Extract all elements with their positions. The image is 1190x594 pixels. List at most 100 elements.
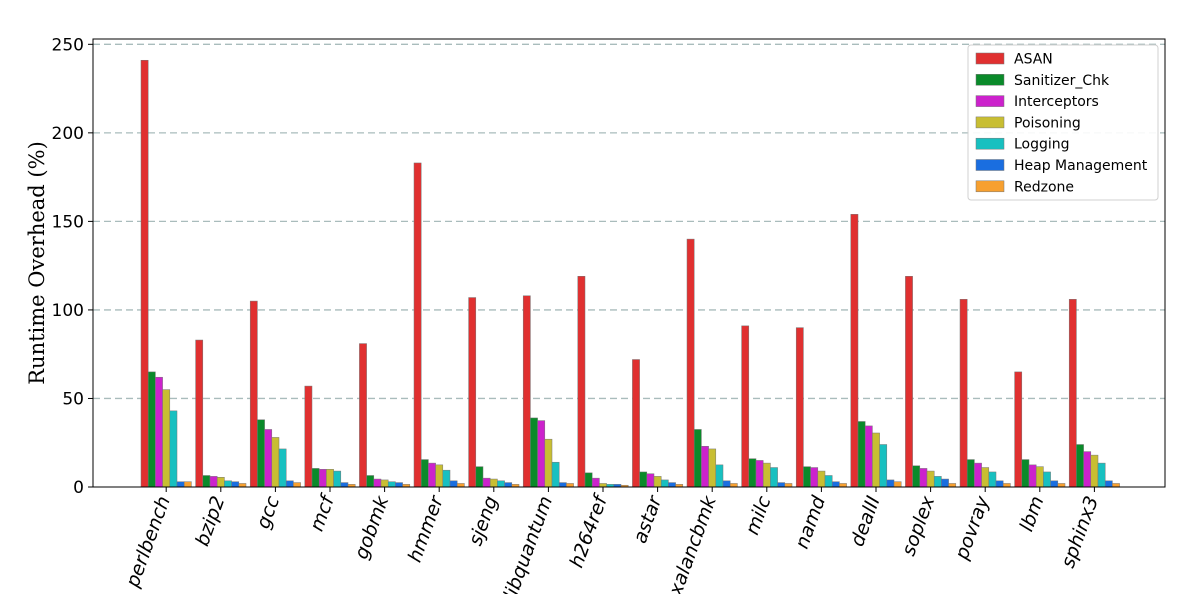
- bar-logging: [169, 410, 178, 488]
- bar-heap-management: [722, 480, 731, 488]
- x-tick-label: gcc: [252, 493, 284, 532]
- bar-sanitizer-chk: [693, 429, 702, 488]
- bar-poisoning: [708, 448, 717, 488]
- bar-sanitizer-chk: [202, 475, 211, 488]
- bar-poisoning: [653, 476, 662, 488]
- bar-poisoning: [326, 469, 334, 488]
- bar-interceptors: [428, 462, 436, 488]
- bar-logging: [660, 479, 669, 488]
- bar-sanitizer-chk: [803, 466, 811, 488]
- bar-poisoning: [489, 478, 498, 488]
- bar-logging: [824, 475, 833, 488]
- bar-interceptors: [209, 476, 218, 488]
- bar-redzone: [293, 482, 301, 488]
- bar-heap-management: [395, 482, 403, 488]
- bar-interceptors: [919, 468, 928, 488]
- bar-poisoning: [435, 464, 444, 488]
- x-tick-label: soplex: [897, 492, 939, 558]
- axes: 0 50 100 150 200 250 perlbench bzip2 gcc mcf gobmk…: [52, 35, 1104, 594]
- bar-sanitizer-chk: [366, 475, 375, 488]
- bar-asan: [632, 359, 640, 488]
- y-tick-label: 0: [73, 478, 84, 498]
- bar-redzone: [948, 483, 957, 488]
- x-tick-label: dealII: [846, 493, 885, 550]
- bar-sanitizer-chk: [748, 458, 757, 488]
- bar-poisoning: [216, 477, 225, 488]
- legend-box: [967, 44, 1159, 201]
- bar-heap-management: [449, 480, 458, 488]
- x-tick-label: astar: [629, 492, 667, 546]
- bar-poisoning: [380, 479, 389, 488]
- bar-redzone: [238, 483, 247, 488]
- bar-sanitizer-chk: [1076, 444, 1084, 488]
- bar-logging: [497, 480, 505, 488]
- bar-sanitizer-chk: [584, 472, 593, 488]
- x-tick-label: hmmer: [404, 492, 449, 565]
- x-tick-label: sjeng: [464, 493, 502, 548]
- bar-sanitizer-chk: [639, 471, 648, 488]
- x-tick-label: xalancbmk: [664, 492, 721, 594]
- legend-swatch: [975, 137, 1005, 150]
- bar-logging: [933, 476, 942, 488]
- bar-sanitizer-chk: [530, 417, 538, 488]
- bar-interceptors: [537, 420, 546, 488]
- bar-interceptors: [591, 477, 600, 488]
- plot-frame: [92, 38, 1166, 488]
- x-tick-label: gobmk: [350, 492, 393, 562]
- bar-logging: [224, 480, 232, 488]
- bar-interceptors: [264, 429, 273, 488]
- bar-asan: [741, 325, 750, 488]
- bar-sanitizer-chk: [311, 468, 320, 488]
- bar-logging: [879, 444, 888, 488]
- bar-redzone: [1057, 483, 1066, 488]
- bar-asan: [359, 343, 367, 488]
- bar-asan: [304, 385, 313, 488]
- bar-asan: [140, 59, 149, 488]
- bar-poisoning: [162, 389, 171, 488]
- bar-interceptors: [864, 425, 873, 488]
- bar-logging: [278, 448, 287, 488]
- bar-poisoning: [1090, 454, 1099, 488]
- legend-label: Heap Management: [1014, 158, 1148, 174]
- x-tick-label: povray: [950, 492, 994, 563]
- bar-heap-management: [941, 478, 949, 488]
- bar-poisoning: [1035, 466, 1044, 488]
- legend-label: Logging: [1014, 137, 1070, 153]
- bar-asan: [249, 300, 258, 488]
- legend-label: Interceptors: [1014, 94, 1099, 110]
- x-tick-label: sphinx3: [1057, 493, 1103, 571]
- bar-asan: [468, 297, 477, 488]
- bar-sanitizer-chk: [420, 459, 429, 488]
- bar-interceptors: [482, 477, 491, 488]
- bar-logging: [387, 481, 396, 488]
- bar-asan: [850, 214, 859, 488]
- legend-label: ASAN: [1014, 52, 1053, 68]
- bar-poisoning: [981, 467, 990, 488]
- bar-asan: [795, 327, 804, 488]
- legend: ASAN Sanitizer_Chk Interceptors Poisoning Lo…: [967, 44, 1159, 201]
- bar-asan: [1014, 371, 1023, 488]
- bar-asan: [959, 299, 968, 488]
- x-tick-label: mcf: [306, 490, 340, 534]
- legend-swatch: [975, 116, 1005, 129]
- bar-heap-management: [340, 482, 349, 488]
- y-tick-label: 250: [52, 35, 84, 55]
- legend-swatch: [975, 74, 1005, 86]
- bar-asan: [905, 276, 913, 488]
- bar-heap-management: [176, 481, 185, 488]
- bar-redzone: [566, 483, 574, 488]
- legend-swatch: [975, 180, 1005, 193]
- bar-heap-management: [1050, 480, 1059, 488]
- bar-interceptors: [974, 462, 982, 488]
- y-tick-label: 50: [62, 389, 84, 409]
- bar-asan: [195, 339, 204, 488]
- legend-swatch: [975, 95, 1005, 107]
- x-tick-label: namd: [791, 492, 831, 551]
- bar-heap-management: [231, 481, 240, 488]
- legend-label: Poisoning: [1014, 115, 1081, 131]
- bar-logging: [715, 464, 724, 488]
- y-tick-label: 100: [52, 301, 84, 321]
- bar-redzone: [183, 481, 192, 488]
- bar-interceptors: [646, 473, 655, 488]
